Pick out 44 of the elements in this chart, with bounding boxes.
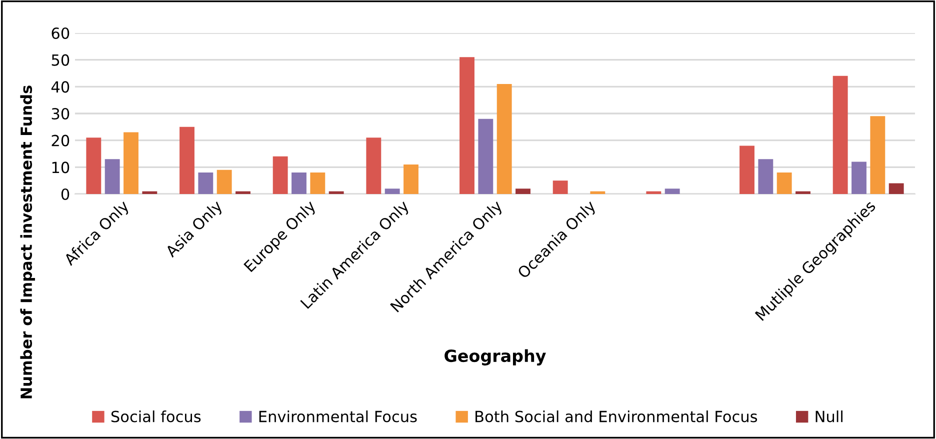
bar <box>478 118 494 194</box>
bar <box>832 76 848 194</box>
y-tick-label: 50 <box>52 54 70 66</box>
bar <box>740 146 754 194</box>
bar <box>516 188 530 194</box>
bar <box>796 191 810 194</box>
bar <box>198 172 214 194</box>
legend-label: Environmental Focus <box>259 410 417 422</box>
bar <box>328 191 344 194</box>
bar <box>888 183 904 194</box>
bar <box>104 159 120 194</box>
bar <box>646 191 662 194</box>
bar <box>216 170 232 194</box>
x-axis-title: Geography <box>444 349 546 366</box>
bar <box>366 138 382 194</box>
bar <box>758 159 774 194</box>
y-tick-label: 20 <box>52 134 70 146</box>
bar <box>142 191 158 194</box>
y-axis-title: Number of Impact investment Funds <box>20 86 35 398</box>
bar <box>870 116 886 194</box>
y-tick-label: 0 <box>61 188 70 200</box>
legend-label: Both Social and Environmental Focus <box>476 410 758 422</box>
legend-label: Null <box>816 410 842 422</box>
y-tick-label: 40 <box>51 81 70 93</box>
bar <box>272 156 288 194</box>
bar <box>590 191 606 194</box>
bar <box>384 188 400 194</box>
bar <box>180 126 194 194</box>
bar <box>852 162 866 194</box>
bar <box>404 164 418 194</box>
y-tick-label: 60 <box>52 27 70 40</box>
bar <box>236 191 250 194</box>
bar <box>664 188 680 194</box>
bar <box>460 57 474 194</box>
bar <box>310 172 326 194</box>
bar <box>776 172 792 194</box>
bar <box>86 138 102 194</box>
bar <box>292 172 306 194</box>
y-tick-label: 30 <box>52 108 70 120</box>
bar <box>496 84 512 194</box>
y-tick-label: 10 <box>52 162 70 174</box>
bar <box>552 180 568 194</box>
legend-label: Social focus <box>111 410 201 422</box>
bar <box>124 132 138 194</box>
